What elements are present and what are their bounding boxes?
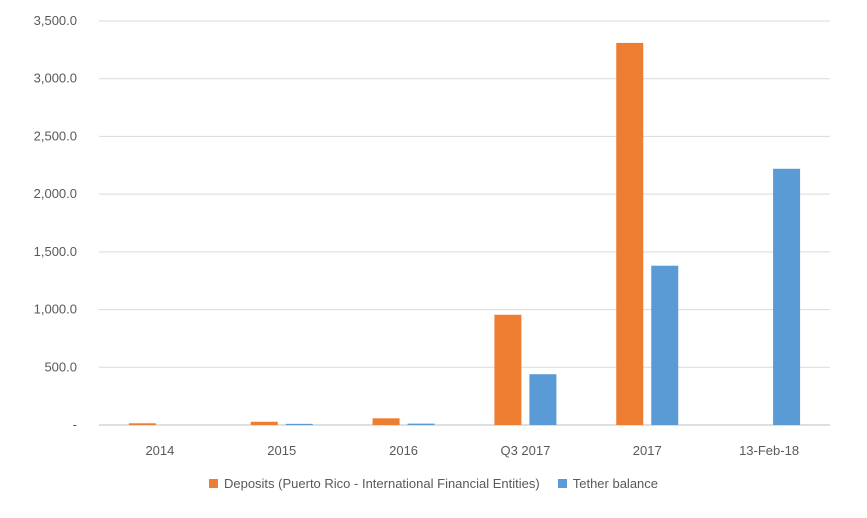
bar-deposits [128, 423, 156, 425]
y-tick-label: 3,500.0 [34, 13, 77, 28]
x-tick-label: 2015 [267, 443, 296, 458]
legend: Deposits (Puerto Rico - International Fi… [0, 476, 867, 491]
legend-item-tether: Tether balance [557, 476, 659, 491]
x-tick-label: 13-Feb-18 [739, 443, 799, 458]
bar-deposits [250, 421, 278, 425]
bar-tether [529, 374, 557, 425]
y-tick-label: 500.0 [44, 359, 77, 374]
y-tick-label: 1,000.0 [34, 302, 77, 317]
legend-item-deposits: Deposits (Puerto Rico - International Fi… [208, 476, 540, 491]
y-tick-label: - [73, 417, 77, 432]
x-tick-label: 2017 [633, 443, 662, 458]
bar-tether [651, 265, 679, 425]
bar-tether [285, 423, 313, 425]
bar-tether [407, 423, 435, 425]
x-tick-label: Q3 2017 [500, 443, 550, 458]
bar-chart: - 500.0 1,000.0 1,500.0 2,000.0 2,500.0 3,000.… [34, 13, 830, 458]
bar-tether [773, 168, 801, 425]
legend-label-deposits: Deposits (Puerto Rico - International Fi… [223, 476, 540, 491]
x-tick-label: 2016 [389, 443, 418, 458]
legend-swatch-deposits [208, 479, 218, 488]
y-tick-label: 2,500.0 [34, 128, 77, 143]
legend-label-tether: Tether balance [572, 476, 659, 491]
bar-deposits [616, 42, 644, 425]
y-tick-label: 3,000.0 [34, 71, 77, 86]
legend-swatch-tether [557, 479, 567, 488]
bar-deposits [372, 418, 400, 425]
y-tick-label: 2,000.0 [34, 186, 77, 201]
bar-deposits [494, 314, 522, 425]
x-tick-label: 2014 [145, 443, 174, 458]
y-tick-label: 1,500.0 [34, 244, 77, 259]
